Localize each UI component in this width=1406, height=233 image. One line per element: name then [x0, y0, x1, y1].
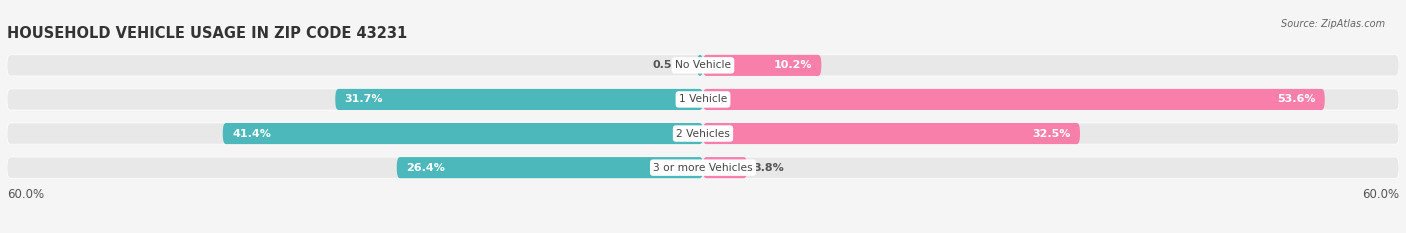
Text: 60.0%: 60.0%: [7, 188, 44, 201]
FancyBboxPatch shape: [7, 157, 1399, 178]
FancyBboxPatch shape: [703, 157, 747, 178]
FancyBboxPatch shape: [7, 89, 1399, 110]
Text: 1 Vehicle: 1 Vehicle: [679, 94, 727, 104]
Text: 3 or more Vehicles: 3 or more Vehicles: [654, 163, 752, 173]
Text: HOUSEHOLD VEHICLE USAGE IN ZIP CODE 43231: HOUSEHOLD VEHICLE USAGE IN ZIP CODE 4323…: [7, 26, 408, 41]
Text: 60.0%: 60.0%: [1362, 188, 1399, 201]
FancyBboxPatch shape: [703, 89, 1324, 110]
FancyBboxPatch shape: [703, 55, 821, 76]
FancyBboxPatch shape: [335, 89, 703, 110]
Text: 0.52%: 0.52%: [652, 60, 692, 70]
FancyBboxPatch shape: [222, 123, 703, 144]
Text: 53.6%: 53.6%: [1277, 94, 1316, 104]
Text: 31.7%: 31.7%: [344, 94, 382, 104]
Text: 41.4%: 41.4%: [232, 129, 271, 139]
Text: Source: ZipAtlas.com: Source: ZipAtlas.com: [1281, 19, 1385, 29]
Text: 3.8%: 3.8%: [752, 163, 783, 173]
FancyBboxPatch shape: [7, 123, 1399, 144]
Text: 10.2%: 10.2%: [773, 60, 813, 70]
Text: No Vehicle: No Vehicle: [675, 60, 731, 70]
FancyBboxPatch shape: [396, 157, 703, 178]
Text: 2 Vehicles: 2 Vehicles: [676, 129, 730, 139]
Text: 26.4%: 26.4%: [406, 163, 444, 173]
FancyBboxPatch shape: [7, 55, 1399, 76]
FancyBboxPatch shape: [697, 55, 703, 76]
FancyBboxPatch shape: [703, 123, 1080, 144]
Text: 32.5%: 32.5%: [1032, 129, 1071, 139]
